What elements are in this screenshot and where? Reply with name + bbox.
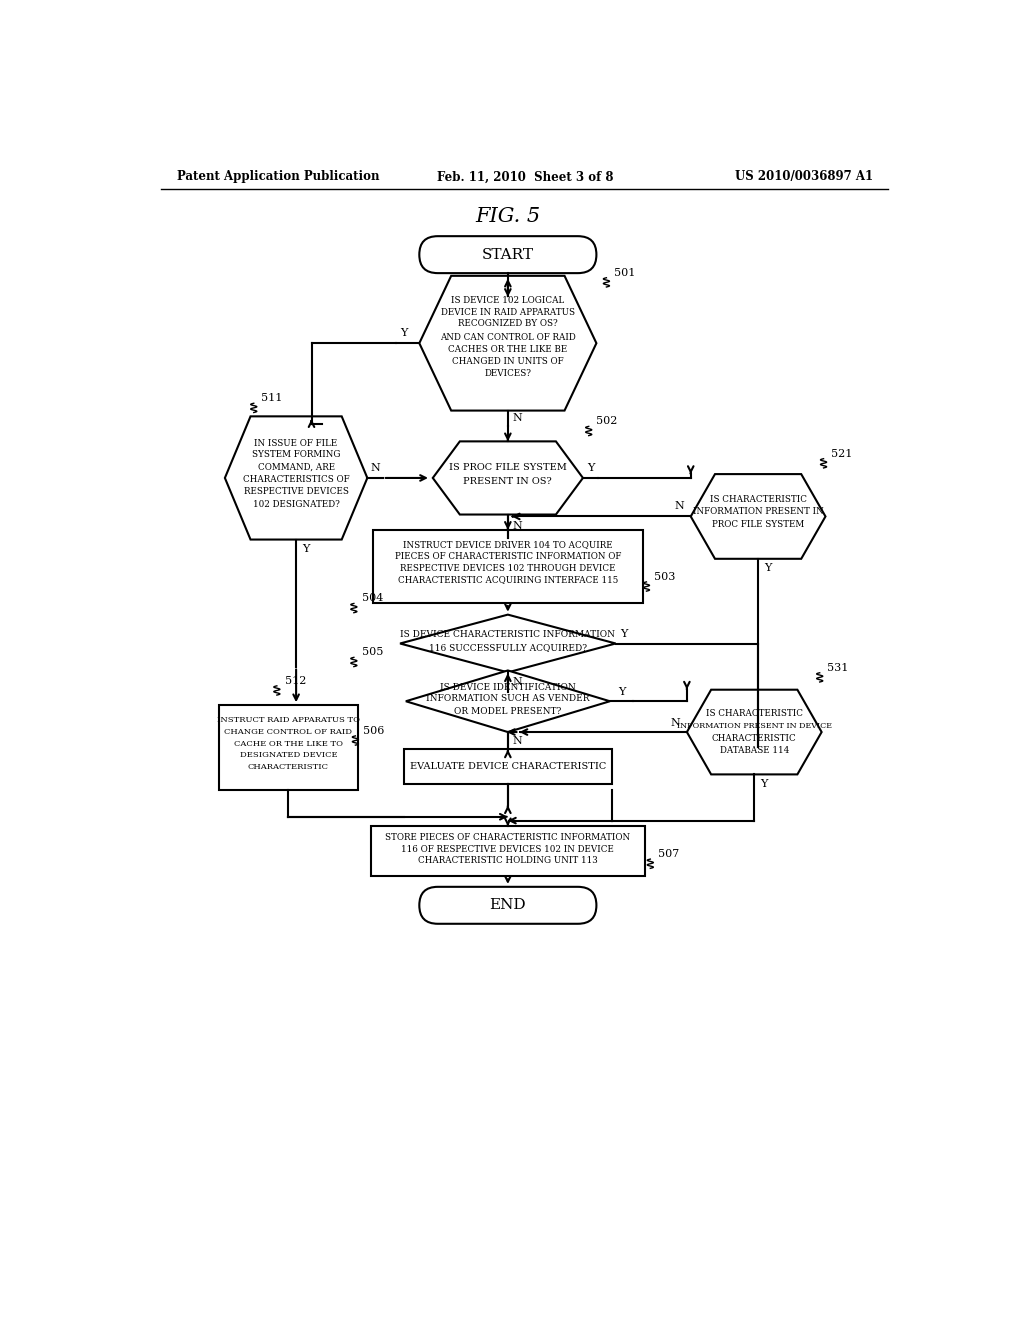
Text: PRESENT IN OS?: PRESENT IN OS?: [464, 477, 552, 486]
Text: DATABASE 114: DATABASE 114: [720, 746, 788, 755]
Text: Patent Application Publication: Patent Application Publication: [177, 170, 379, 183]
Text: IN ISSUE OF FILE: IN ISSUE OF FILE: [255, 438, 338, 447]
Text: N: N: [512, 413, 522, 424]
Text: 116 OF RESPECTIVE DEVICES 102 IN DEVICE: 116 OF RESPECTIVE DEVICES 102 IN DEVICE: [401, 845, 614, 854]
Polygon shape: [406, 671, 610, 733]
FancyBboxPatch shape: [419, 236, 596, 273]
Text: 507: 507: [658, 849, 679, 859]
Polygon shape: [691, 474, 825, 558]
Bar: [373, 529, 643, 603]
Text: 506: 506: [364, 726, 384, 737]
Bar: [403, 750, 611, 784]
Bar: [219, 705, 357, 789]
Text: INFORMATION PRESENT IN: INFORMATION PRESENT IN: [692, 507, 823, 516]
Text: END: END: [489, 899, 526, 912]
Polygon shape: [400, 615, 615, 672]
Text: OR MODEL PRESENT?: OR MODEL PRESENT?: [455, 706, 561, 715]
Text: CHANGED IN UNITS OF: CHANGED IN UNITS OF: [452, 358, 563, 366]
Text: 521: 521: [831, 449, 853, 459]
Text: US 2010/0036897 A1: US 2010/0036897 A1: [734, 170, 872, 183]
Text: Y: Y: [620, 630, 627, 639]
Text: CHARACTERISTIC ACQUIRING INTERFACE 115: CHARACTERISTIC ACQUIRING INTERFACE 115: [397, 576, 618, 583]
Text: STORE PIECES OF CHARACTERISTIC INFORMATION: STORE PIECES OF CHARACTERISTIC INFORMATI…: [385, 833, 631, 842]
Text: IS PROC FILE SYSTEM: IS PROC FILE SYSTEM: [449, 463, 567, 471]
Text: 505: 505: [361, 647, 383, 657]
Text: Feb. 11, 2010  Sheet 3 of 8: Feb. 11, 2010 Sheet 3 of 8: [436, 170, 613, 183]
Text: DEVICE IN RAID APPARATUS: DEVICE IN RAID APPARATUS: [441, 308, 574, 317]
Text: START: START: [482, 248, 534, 261]
Text: N: N: [671, 718, 680, 727]
Text: AND CAN CONTROL OF RAID: AND CAN CONTROL OF RAID: [440, 333, 575, 342]
Text: DESIGNATED DEVICE: DESIGNATED DEVICE: [240, 751, 337, 759]
Text: DEVICES?: DEVICES?: [484, 370, 531, 379]
Text: N: N: [512, 521, 522, 531]
Text: N: N: [512, 737, 522, 746]
Text: PIECES OF CHARACTERISTIC INFORMATION OF: PIECES OF CHARACTERISTIC INFORMATION OF: [394, 552, 621, 561]
Text: CACHES OR THE LIKE BE: CACHES OR THE LIKE BE: [449, 345, 567, 354]
Text: N: N: [675, 502, 684, 511]
FancyBboxPatch shape: [419, 887, 596, 924]
Text: IS CHARACTERISTIC: IS CHARACTERISTIC: [706, 709, 803, 718]
Text: 102 DESIGNATED?: 102 DESIGNATED?: [253, 500, 340, 508]
Text: Y: Y: [761, 779, 768, 788]
Polygon shape: [433, 441, 583, 515]
Text: IS DEVICE CHARACTERISTIC INFORMATION: IS DEVICE CHARACTERISTIC INFORMATION: [400, 630, 615, 639]
Text: CHARACTERISTIC: CHARACTERISTIC: [248, 763, 329, 771]
Text: Y: Y: [617, 686, 625, 697]
Bar: [371, 826, 644, 876]
Text: INFORMATION PRESENT IN DEVICE: INFORMATION PRESENT IN DEVICE: [677, 722, 831, 730]
Text: CHARACTERISTIC HOLDING UNIT 113: CHARACTERISTIC HOLDING UNIT 113: [418, 857, 598, 865]
Text: 503: 503: [654, 572, 676, 582]
Text: 511: 511: [261, 393, 283, 404]
Text: Y: Y: [302, 544, 310, 554]
Text: N: N: [512, 677, 522, 686]
Text: CHARACTERISTIC: CHARACTERISTIC: [712, 734, 797, 743]
Text: SYSTEM FORMING: SYSTEM FORMING: [252, 450, 340, 459]
Text: 504: 504: [361, 594, 383, 603]
Text: 501: 501: [614, 268, 636, 277]
Text: N: N: [370, 463, 380, 473]
Text: 502: 502: [596, 416, 617, 426]
Text: INFORMATION SUCH AS VENDER: INFORMATION SUCH AS VENDER: [426, 694, 590, 704]
Text: CHARACTERISTICS OF: CHARACTERISTICS OF: [243, 475, 349, 484]
Text: IS DEVICE 102 LOGICAL: IS DEVICE 102 LOGICAL: [452, 297, 564, 305]
Text: 512: 512: [285, 676, 306, 686]
Text: Y: Y: [587, 463, 594, 473]
Text: FIG. 5: FIG. 5: [475, 207, 541, 226]
Text: RESPECTIVE DEVICES: RESPECTIVE DEVICES: [244, 487, 348, 496]
Text: Y: Y: [400, 329, 408, 338]
Polygon shape: [687, 689, 821, 775]
Text: INSTRUCT RAID APPARATUS TO: INSTRUCT RAID APPARATUS TO: [217, 717, 359, 725]
Polygon shape: [225, 416, 368, 540]
Text: 531: 531: [827, 663, 849, 673]
Text: COMMAND, ARE: COMMAND, ARE: [258, 463, 335, 471]
Text: IS CHARACTERISTIC: IS CHARACTERISTIC: [710, 495, 807, 504]
Text: INSTRUCT DEVICE DRIVER 104 TO ACQUIRE: INSTRUCT DEVICE DRIVER 104 TO ACQUIRE: [403, 540, 612, 549]
Polygon shape: [419, 276, 596, 411]
Text: PROC FILE SYSTEM: PROC FILE SYSTEM: [712, 520, 804, 528]
Text: CHANGE CONTROL OF RAID: CHANGE CONTROL OF RAID: [224, 729, 352, 737]
Text: IS DEVICE IDENTIFICATION: IS DEVICE IDENTIFICATION: [440, 682, 575, 692]
Text: Y: Y: [765, 564, 772, 573]
Text: EVALUATE DEVICE CHARACTERISTIC: EVALUATE DEVICE CHARACTERISTIC: [410, 762, 606, 771]
Text: RESPECTIVE DEVICES 102 THROUGH DEVICE: RESPECTIVE DEVICES 102 THROUGH DEVICE: [400, 564, 615, 573]
Text: 116 SUCCESSFULLY ACQUIRED?: 116 SUCCESSFULLY ACQUIRED?: [429, 643, 587, 652]
Text: RECOGNIZED BY OS?: RECOGNIZED BY OS?: [458, 319, 558, 329]
Text: CACHE OR THE LIKE TO: CACHE OR THE LIKE TO: [233, 739, 343, 747]
